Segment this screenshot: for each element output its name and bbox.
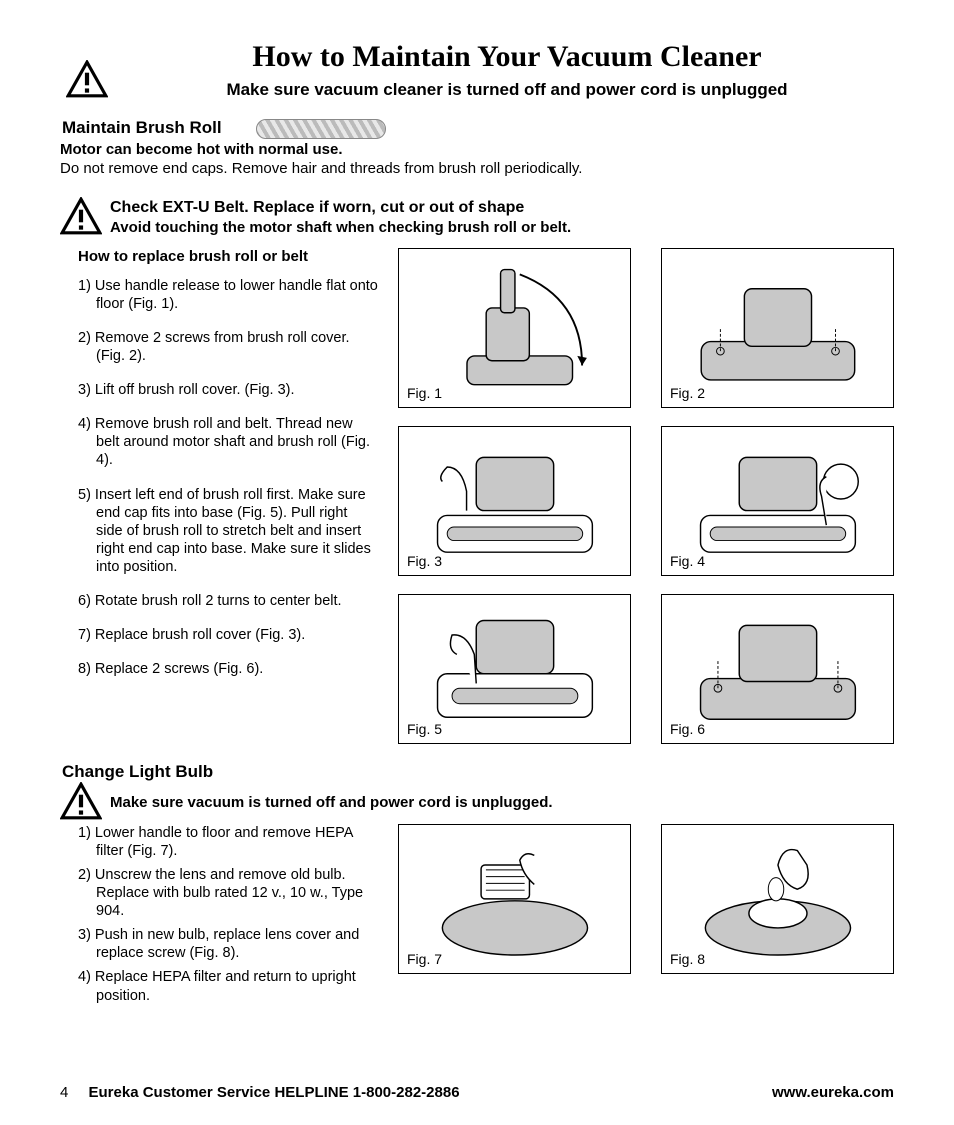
brushroll-body: Do not remove end caps. Remove hair and … (60, 160, 894, 177)
section-heading-bulb: Change Light Bulb (62, 762, 894, 782)
replace-step: 2) Remove 2 screws from brush roll cover… (78, 329, 378, 365)
diagram-illustration (411, 836, 619, 962)
bulb-warning: Make sure vacuum is turned off and power… (110, 784, 894, 811)
diagram-illustration (674, 836, 882, 962)
figure-8: Fig. 8 (661, 824, 894, 974)
figure-label: Fig. 1 (407, 385, 442, 401)
page-title: How to Maintain Your Vacuum Cleaner (120, 40, 894, 74)
section-heading-brushroll: Maintain Brush Roll (62, 118, 894, 139)
warning-icon (60, 782, 102, 820)
footer-helpline: 4 Eureka Customer Service HELPLINE 1-800… (60, 1084, 460, 1101)
footer-url: www.eureka.com (772, 1084, 894, 1101)
replace-step: 1) Use handle release to lower handle fl… (78, 277, 378, 313)
diagram-illustration (674, 438, 882, 564)
replace-heading: How to replace brush roll or belt (78, 248, 378, 265)
belt-check-heading: Check EXT-U Belt. Replace if worn, cut o… (110, 199, 894, 217)
figure-label: Fig. 7 (407, 951, 442, 967)
diagram-illustration (674, 606, 882, 732)
figure-5: Fig. 5 (398, 594, 631, 744)
figure-1: Fig. 1 (398, 248, 631, 408)
helpline-text: Eureka Customer Service HELPLINE 1-800-2… (89, 1084, 460, 1101)
motor-hot-warning: Motor can become hot with normal use. (60, 141, 894, 158)
warning-icon (60, 197, 102, 235)
figure-label: Fig. 5 (407, 721, 442, 737)
diagram-illustration (411, 606, 619, 732)
figure-4: Fig. 4 (661, 426, 894, 576)
figure-label: Fig. 8 (670, 951, 705, 967)
brushroll-heading-text: Maintain Brush Roll (62, 118, 222, 137)
diagram-illustration (674, 260, 882, 394)
diagram-illustration (411, 438, 619, 564)
bulb-step: 1) Lower handle to floor and remove HEPA… (78, 824, 378, 860)
figure-label: Fig. 3 (407, 553, 442, 569)
replace-step: 7) Replace brush roll cover (Fig. 3). (78, 626, 378, 644)
page-number: 4 (60, 1084, 68, 1101)
replace-step: 4) Remove brush roll and belt. Thread ne… (78, 415, 378, 469)
figure-label: Fig. 6 (670, 721, 705, 737)
bulb-step: 2) Unscrew the lens and remove old bulb.… (78, 866, 378, 920)
figure-label: Fig. 2 (670, 385, 705, 401)
figure-label: Fig. 4 (670, 553, 705, 569)
bulb-step: 4) Replace HEPA filter and return to upr… (78, 968, 378, 1004)
figure-2: Fig. 2 (661, 248, 894, 408)
replace-step: 8) Replace 2 screws (Fig. 6). (78, 660, 378, 678)
page-subtitle: Make sure vacuum cleaner is turned off a… (120, 80, 894, 100)
figure-7: Fig. 7 (398, 824, 631, 974)
belt-check-caution: Avoid touching the motor shaft when chec… (110, 219, 894, 236)
figure-6: Fig. 6 (661, 594, 894, 744)
replace-step: 3) Lift off brush roll cover. (Fig. 3). (78, 381, 378, 399)
brushroll-illustration (256, 119, 386, 139)
diagram-illustration (411, 260, 619, 394)
warning-icon (66, 60, 108, 98)
replace-step: 6) Rotate brush roll 2 turns to center b… (78, 592, 378, 610)
bulb-step: 3) Push in new bulb, replace lens cover … (78, 926, 378, 962)
figure-3: Fig. 3 (398, 426, 631, 576)
replace-step: 5) Insert left end of brush roll first. … (78, 486, 378, 577)
